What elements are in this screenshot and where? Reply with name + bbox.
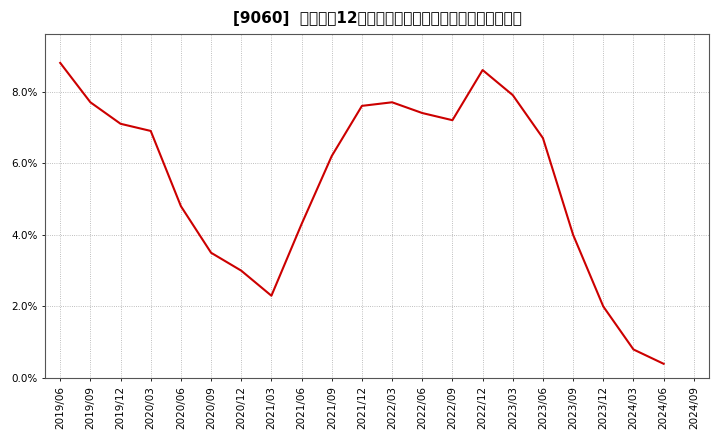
Title: [9060]  売上高の12か月移動合計の対前年同期増減率の推移: [9060] 売上高の12か月移動合計の対前年同期増減率の推移	[233, 11, 521, 26]
